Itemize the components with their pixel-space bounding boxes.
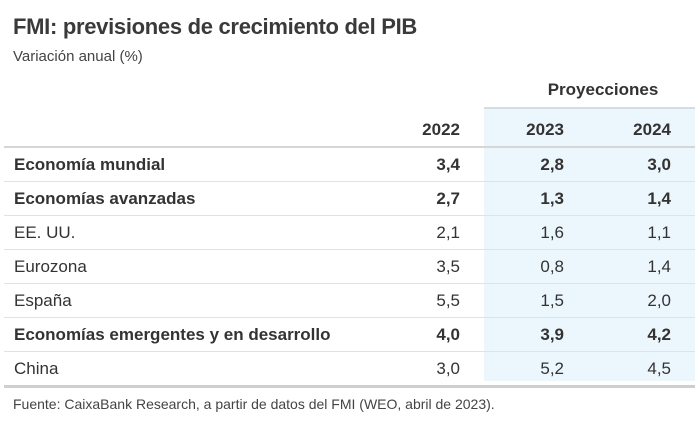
table-row: Economía mundial 3,4 2,8 3,0 — [4, 147, 695, 182]
source-note: Fuente: CaixaBank Research, a partir de … — [13, 396, 495, 412]
cell-2024: 1,4 — [647, 256, 671, 276]
table-subtitle: Variación anual (%) — [13, 48, 143, 65]
cell-2023: 1,5 — [540, 290, 564, 310]
cell-2022: 3,0 — [436, 358, 460, 378]
row-label: Economías avanzadas — [14, 188, 196, 208]
row-label: España — [14, 290, 72, 310]
cell-2023: 1,3 — [540, 188, 564, 208]
cell-2024: 1,1 — [647, 222, 671, 242]
table-row: Eurozona 3,5 0,8 1,4 — [4, 250, 695, 284]
cell-2024: 3,0 — [647, 154, 671, 174]
table-row: Economías avanzadas 2,7 1,3 1,4 — [4, 182, 695, 216]
spacer — [671, 147, 695, 182]
header-2024: 2024 — [633, 119, 671, 139]
cell-2024: 4,5 — [647, 358, 671, 378]
cell-2024: 2,0 — [647, 290, 671, 310]
cell-2022: 4,0 — [436, 324, 460, 344]
spacer — [671, 352, 695, 387]
cell-2022: 5,5 — [436, 290, 460, 310]
cell-2023: 3,9 — [540, 324, 564, 344]
projection-top-rule — [484, 107, 695, 109]
cell-2024: 4,2 — [647, 324, 671, 344]
cell-2023: 2,8 — [540, 154, 564, 174]
row-label: Economías emergentes y en desarrollo — [14, 324, 331, 344]
gdp-forecast-table: 2022 2023 2024 Economía mundial 3,4 2,8 3,0… — [4, 113, 695, 388]
cell-2023: 1,6 — [540, 222, 564, 242]
table-title: FMI: previsiones de crecimiento del PIB — [13, 14, 417, 39]
table-row: China 3,0 5,2 4,5 — [4, 352, 695, 387]
cell-2022: 3,5 — [436, 256, 460, 276]
row-label: China — [14, 358, 59, 378]
spacer — [671, 113, 695, 147]
table-row: España 5,5 1,5 2,0 — [4, 284, 695, 318]
header-2023: 2023 — [526, 119, 564, 139]
spacer — [671, 216, 695, 250]
table-row: EE. UU. 2,1 1,6 1,1 — [4, 216, 695, 250]
table-row: Economías emergentes y en desarrollo 4,0 3… — [4, 318, 695, 352]
spacer — [671, 284, 695, 318]
projections-header: Proyecciones — [484, 80, 688, 100]
row-label: EE. UU. — [14, 222, 76, 242]
cell-2023: 0,8 — [540, 256, 564, 276]
header-row: 2022 2023 2024 — [4, 113, 695, 147]
header-label — [4, 113, 356, 147]
projections-label: Proyecciones — [547, 80, 659, 99]
cell-2022: 3,4 — [436, 154, 460, 174]
cell-2023: 5,2 — [540, 358, 564, 378]
row-label: Eurozona — [14, 256, 87, 276]
cell-2022: 2,7 — [436, 188, 460, 208]
spacer — [671, 250, 695, 284]
projection-shade — [484, 108, 695, 381]
row-label: Economía mundial — [14, 154, 166, 174]
spacer — [671, 182, 695, 216]
spacer — [671, 318, 695, 352]
cell-2024: 1,4 — [647, 188, 671, 208]
cell-2022: 2,1 — [436, 222, 460, 242]
header-2022: 2022 — [422, 119, 460, 139]
